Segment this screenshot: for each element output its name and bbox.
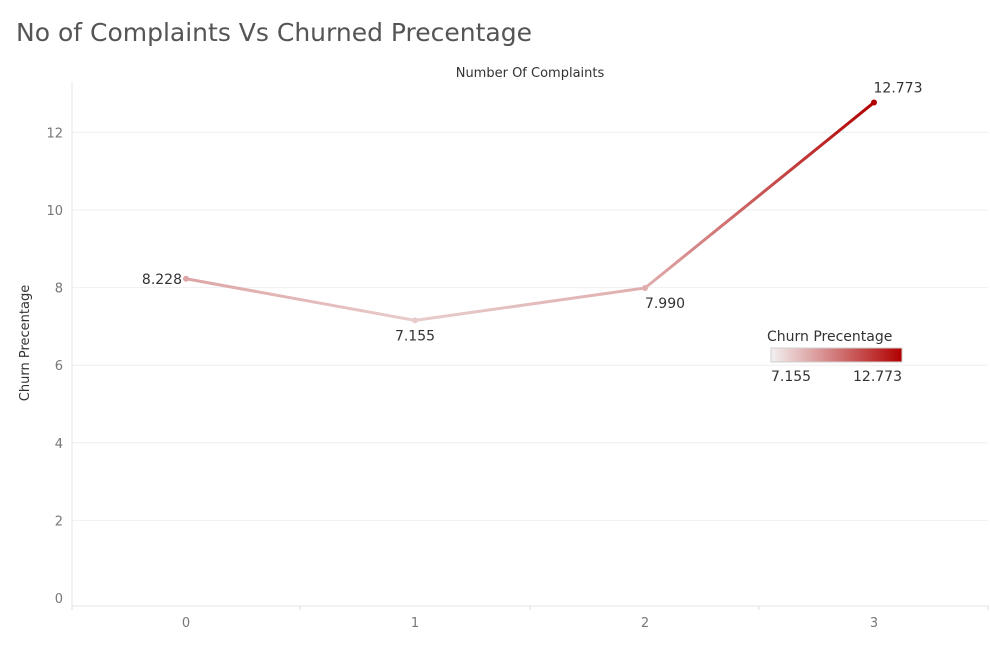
y-tick-label: 0 xyxy=(55,592,63,607)
x-tick-label: 2 xyxy=(641,616,649,631)
data-point xyxy=(412,317,418,324)
chart-title: No of Complaints Vs Churned Precentage xyxy=(16,18,532,47)
line-segment xyxy=(184,277,417,322)
data-label: 7.155 xyxy=(395,328,435,344)
x-tick-label: 0 xyxy=(182,616,190,631)
data-points xyxy=(183,99,877,324)
line-segment xyxy=(643,100,876,290)
y-tick-label: 10 xyxy=(46,204,63,219)
x-tick-labels: 0 1 2 3 xyxy=(182,616,878,631)
gridlines xyxy=(72,131,988,521)
data-label: 8.228 xyxy=(142,272,182,288)
data-label: 7.990 xyxy=(645,296,685,312)
legend-max-label: 12.773 xyxy=(853,369,902,385)
color-legend: Churn Precentage 7.155 12.773 xyxy=(767,329,903,385)
x-tick-label: 3 xyxy=(870,616,878,631)
legend-min-label: 7.155 xyxy=(771,369,811,385)
y-tick-label: 8 xyxy=(55,282,63,297)
legend-title: Churn Precentage xyxy=(767,329,892,345)
y-tick-label: 2 xyxy=(55,514,63,529)
line-segment xyxy=(413,286,647,322)
series-line xyxy=(184,100,876,322)
x-axis-title: Number Of Complaints xyxy=(456,66,605,81)
y-axis-title: Churn Precentage xyxy=(18,285,33,401)
data-point xyxy=(183,275,189,282)
y-tick-labels: 0 2 4 6 8 10 12 xyxy=(46,126,63,607)
legend-color-ramp xyxy=(770,347,903,363)
y-tick-label: 4 xyxy=(55,437,63,452)
axes xyxy=(71,82,989,610)
data-labels: 8.228 7.155 7.990 12.773 xyxy=(142,80,923,344)
x-tick-label: 1 xyxy=(411,616,419,631)
data-label: 12.773 xyxy=(874,80,923,96)
y-tick-label: 6 xyxy=(55,359,63,374)
y-tick-label: 12 xyxy=(46,126,63,141)
data-point xyxy=(871,99,877,106)
data-point xyxy=(642,285,648,292)
